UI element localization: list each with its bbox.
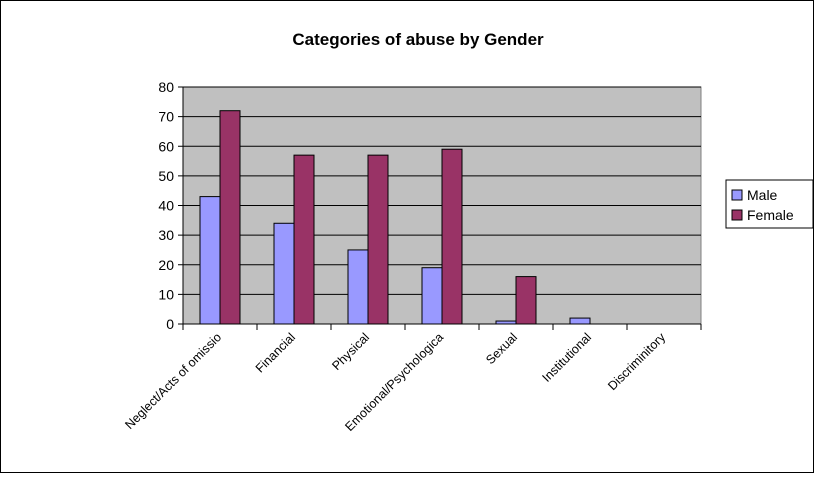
- y-tick-label: 40: [158, 198, 174, 214]
- bar-male-4: [495, 320, 517, 325]
- bar-male-0: [199, 196, 221, 325]
- legend-swatch-male: [731, 189, 743, 201]
- y-tick-label: 20: [158, 257, 174, 273]
- bar-male-2: [347, 249, 369, 325]
- bar-female-1: [293, 154, 315, 325]
- y-tick-label: 10: [158, 286, 174, 302]
- chart-title: Categories of abuse by Gender: [292, 30, 544, 49]
- y-tick-label: 70: [158, 109, 174, 125]
- bar-female-2: [367, 154, 389, 325]
- bar-male-1: [273, 222, 295, 325]
- y-tick-label: 0: [166, 316, 174, 332]
- y-tick-label: 80: [158, 79, 174, 95]
- legend-label-female: Female: [747, 207, 794, 223]
- legend-label-male: Male: [747, 187, 778, 203]
- y-tick-label: 50: [158, 168, 174, 184]
- y-tick-label: 30: [158, 227, 174, 243]
- bar-female-4: [515, 276, 537, 325]
- legend: Male Female: [725, 179, 814, 229]
- bar-female-3: [441, 148, 463, 325]
- bar-female-0: [219, 110, 241, 325]
- bar-male-5: [569, 317, 591, 325]
- legend-swatch-female: [731, 209, 743, 221]
- bar-male-3: [421, 267, 443, 325]
- y-tick-label: 60: [158, 138, 174, 154]
